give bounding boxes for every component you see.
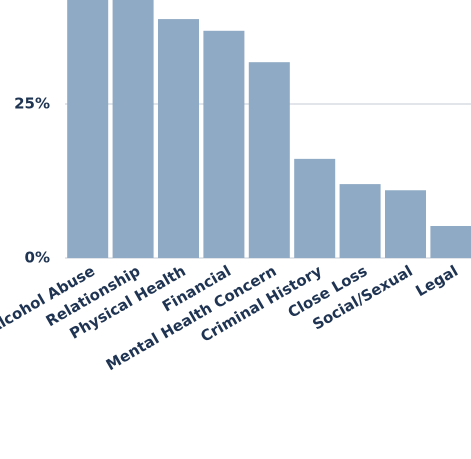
bar [430, 225, 471, 258]
bar [203, 30, 245, 258]
x-tick-label: Legal [413, 262, 462, 300]
y-tick-label: 25% [14, 95, 50, 113]
bar [158, 19, 199, 259]
bar [294, 158, 336, 258]
bar [112, 0, 154, 258]
y-tick-label: 0% [25, 249, 50, 267]
bar [67, 0, 109, 258]
bar [385, 190, 426, 258]
bar [248, 62, 290, 258]
bar [339, 184, 381, 258]
